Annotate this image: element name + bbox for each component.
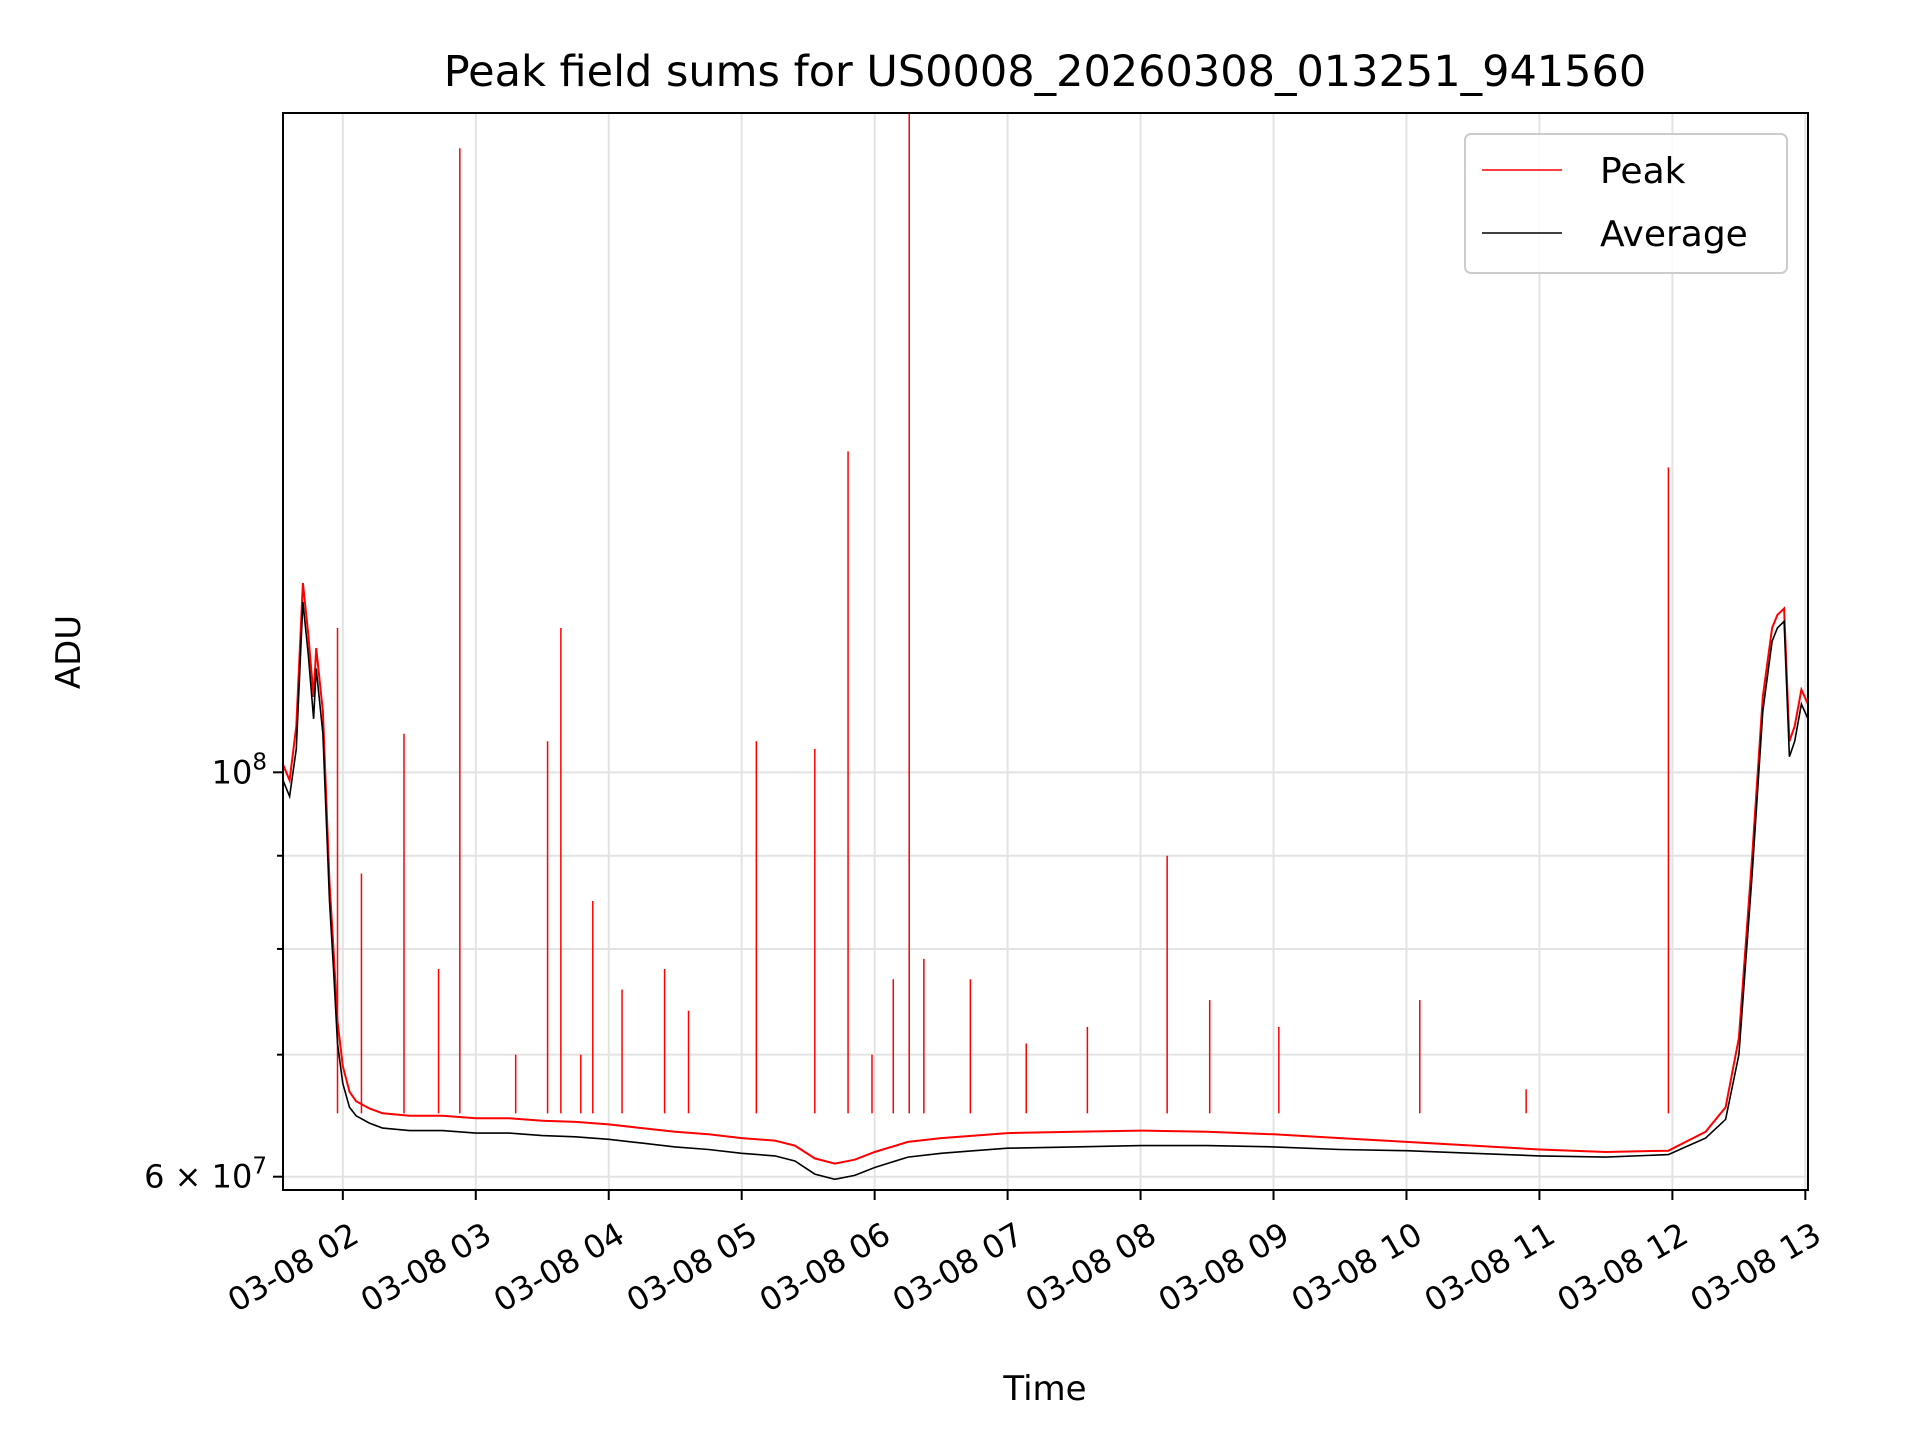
legend: Peak Average — [1464, 133, 1788, 274]
series-layer — [283, 113, 1808, 1181]
legend-average-label: Average — [1600, 214, 1748, 255]
legend-peak-label: Peak — [1600, 151, 1686, 192]
grid-layer — [283, 113, 1808, 1190]
y-tick-label: 6 × 107 — [144, 1154, 267, 1196]
legend-frame — [1464, 133, 1788, 274]
series-line-average — [283, 601, 1808, 1181]
y-tick-label: 108 — [212, 749, 267, 791]
y-axis-label: ADU — [49, 615, 89, 689]
chart-title: Peak field sums for US0008_20260308_0132… — [444, 47, 1647, 97]
x-axis-label: Time — [1002, 1369, 1086, 1409]
plot-frame — [282, 112, 1809, 1191]
